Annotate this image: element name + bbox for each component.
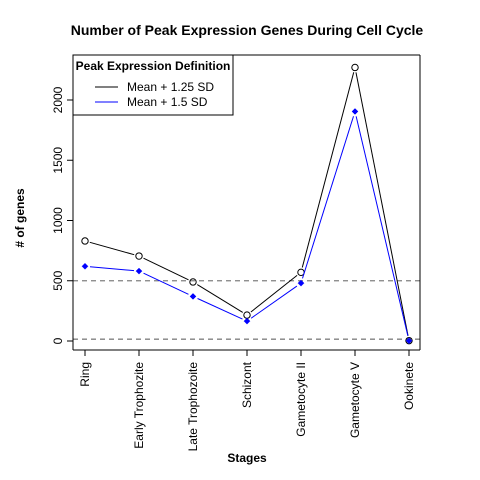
x-tick-label: Early Trophozite [132,362,146,449]
series-2-segment [197,298,243,320]
axes-layer: 0 500 1000 1500 2000 Ring Early Trophozite Late… [51,54,421,452]
x-tick-label: Ring [78,362,92,387]
series-1-segment [143,257,189,281]
y-axis-label: # of genes [13,188,27,248]
series-2-segment [89,266,135,272]
series-2-segment [355,116,409,337]
legend-entry-label: Mean + 1.25 SD [127,80,214,94]
x-axis-label: Stages [227,451,267,465]
reference-lines [73,280,420,340]
y-tick-label: 0 [51,337,65,344]
x-tick-label: Late Trophozoite [186,362,200,452]
series-1-segment [250,275,298,313]
data-point [297,279,305,287]
y-tick-label: 500 [51,270,65,290]
x-tick-label: Gametocyte V [348,362,362,438]
legend-entry-label: Mean + 1.5 SD [127,95,208,109]
data-point [81,237,89,245]
data-point [243,317,251,325]
series-2 [81,108,413,345]
data-point [405,337,413,345]
data-point [351,108,359,115]
series-1-segment [301,72,355,268]
data-point [189,293,197,300]
series-2-segment [302,116,354,279]
series-1-segment [355,72,409,336]
legend-box [72,54,234,116]
series-1 [81,63,413,345]
legend-title: Peak Expression Definition [76,59,231,73]
series-1-segment [197,284,243,313]
series-1-segment [89,241,135,256]
x-tick-label: Ookinete [402,362,416,410]
series-2-segment [250,285,298,319]
data-point [135,267,143,275]
y-tick-label: 1000 [51,207,65,234]
legend: Peak Expression Definition Mean + 1.25 S… [72,54,234,116]
x-tick-label: Schizont [240,361,254,408]
data-point [135,252,143,260]
series-2-segment [143,272,189,295]
y-tick-label: 1500 [51,147,65,174]
chart-title: Number of Peak Expression Genes During C… [71,22,424,38]
x-tick-label: Gametocyte II [294,362,308,437]
data-point [81,262,89,270]
data-point [351,63,359,72]
series-layer [81,63,413,345]
data-point [189,278,197,286]
y-tick-label: 2000 [51,86,65,113]
